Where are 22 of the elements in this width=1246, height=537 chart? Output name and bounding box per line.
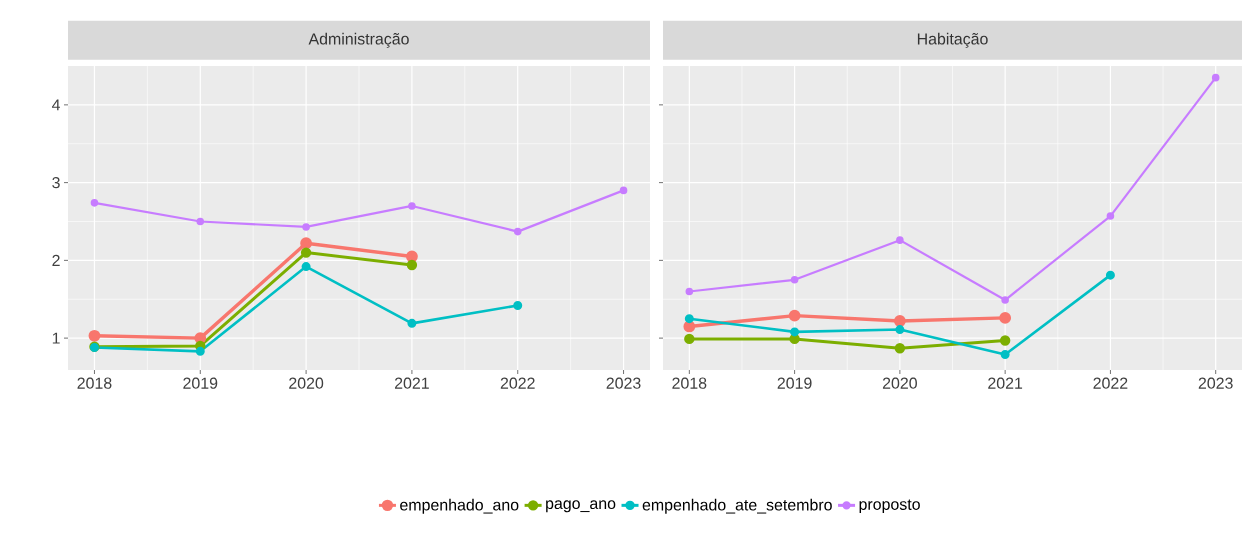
x-tick-label: 2021 [988, 377, 1023, 389]
x-tick-label: 2022 [500, 377, 535, 389]
x-tick-label: 2020 [289, 377, 324, 389]
x-tick-label: 2022 [1093, 377, 1128, 389]
x-tick-label: 2018 [672, 377, 707, 389]
legend-label: pago_ano [546, 500, 616, 513]
y-tick-label: 2 [52, 254, 60, 266]
chart-title: Habitação [917, 32, 988, 48]
x-tick-label: 2018 [77, 377, 112, 389]
y-tick-label: 3 [52, 176, 60, 189]
y-tick-label: 4 [51, 99, 61, 111]
legend-label: empenhado_ate_setembro [642, 498, 832, 514]
legend-label: empenhado_ano [400, 498, 519, 514]
y-tick-label: 1 [52, 332, 60, 344]
chart-title: Administração [308, 32, 409, 48]
legend-label: proposto [859, 499, 920, 514]
x-tick-label: 2023 [1198, 377, 1233, 389]
x-tick-label: 2021 [394, 377, 429, 389]
x-tick-label: 2019 [777, 377, 812, 389]
x-tick-label: 2020 [882, 377, 917, 389]
x-tick-label: 2023 [606, 377, 641, 389]
x-tick-label: 2019 [183, 377, 218, 389]
